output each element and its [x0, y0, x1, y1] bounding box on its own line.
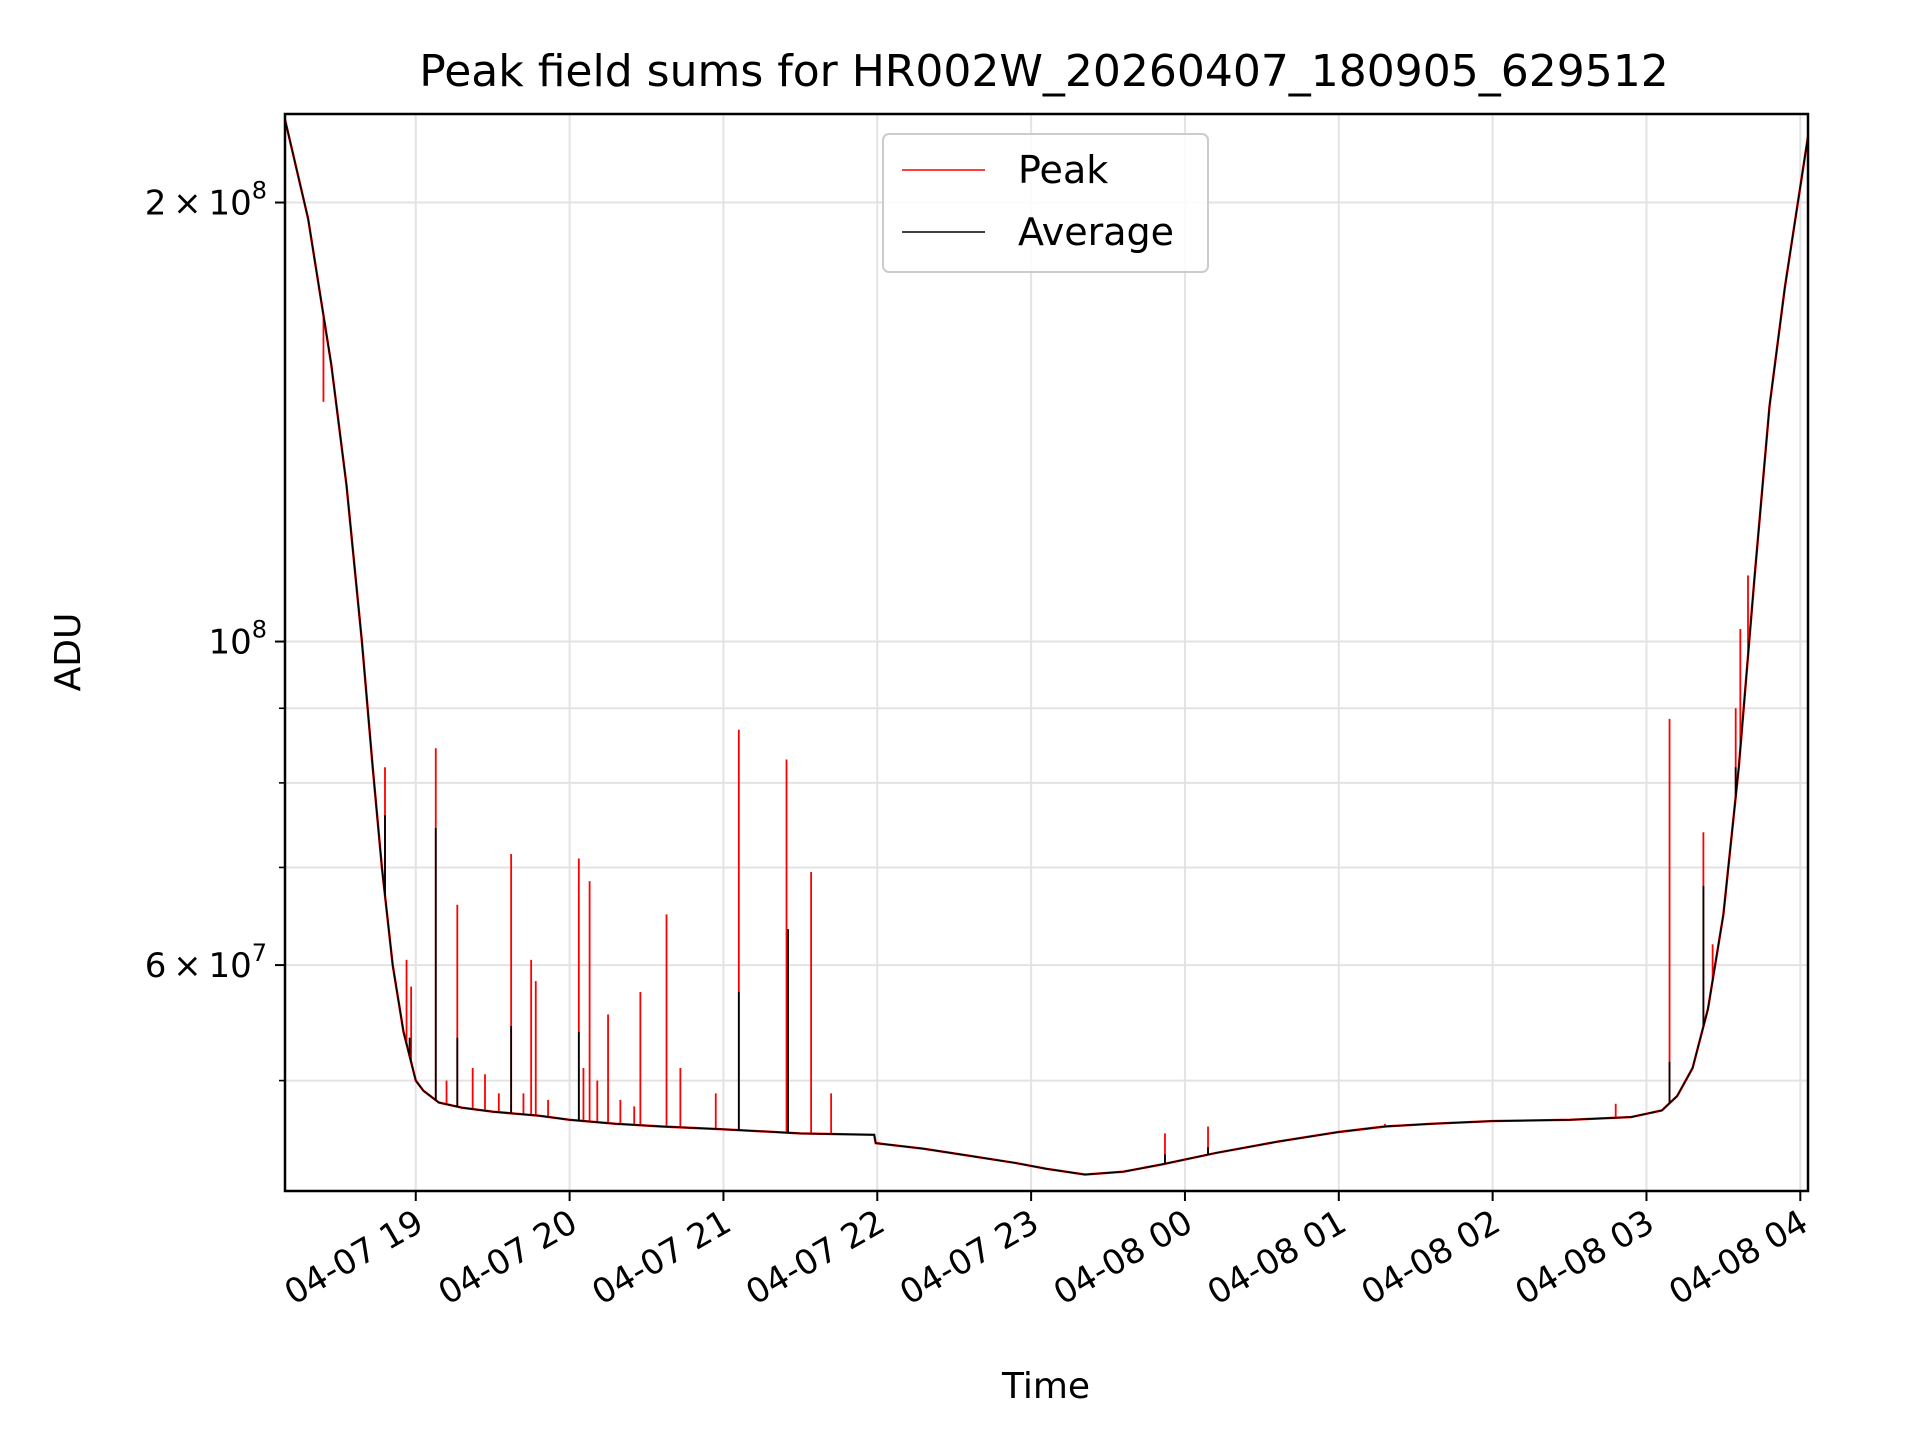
y-tick-label: 108: [208, 616, 267, 663]
y-tick-mantissa: 2: [145, 184, 167, 224]
y-tick-times: ×: [166, 946, 208, 986]
legend: Peak Average: [882, 133, 1209, 273]
y-axis-label: ADU: [48, 613, 89, 692]
y-tick-exponent: 8: [252, 616, 267, 644]
x-axis-label: Time: [1001, 1366, 1090, 1407]
chart-title: Peak field sums for HR002W_20260407_1809…: [419, 46, 1669, 97]
y-tick-label: 2 × 108: [145, 177, 267, 224]
legend-box: [882, 133, 1209, 273]
plot-frame: [283, 112, 1810, 1193]
series: [283, 119, 1810, 1176]
y-tick-exponent: 7: [252, 939, 267, 967]
y-tick-exponent: 8: [252, 177, 267, 205]
legend-average-label: Average: [1018, 210, 1174, 254]
legend-peak-label: Peak: [1018, 148, 1108, 192]
average-line: [284, 119, 1809, 1176]
y-tick-times: ×: [166, 184, 208, 224]
y-tick-base: 10: [208, 184, 251, 224]
y-tick-label: 6 × 107: [145, 939, 267, 986]
y-tick-base: 10: [208, 623, 251, 663]
y-tick-base: 10: [208, 946, 251, 986]
y-tick-mantissa: 6: [145, 946, 167, 986]
